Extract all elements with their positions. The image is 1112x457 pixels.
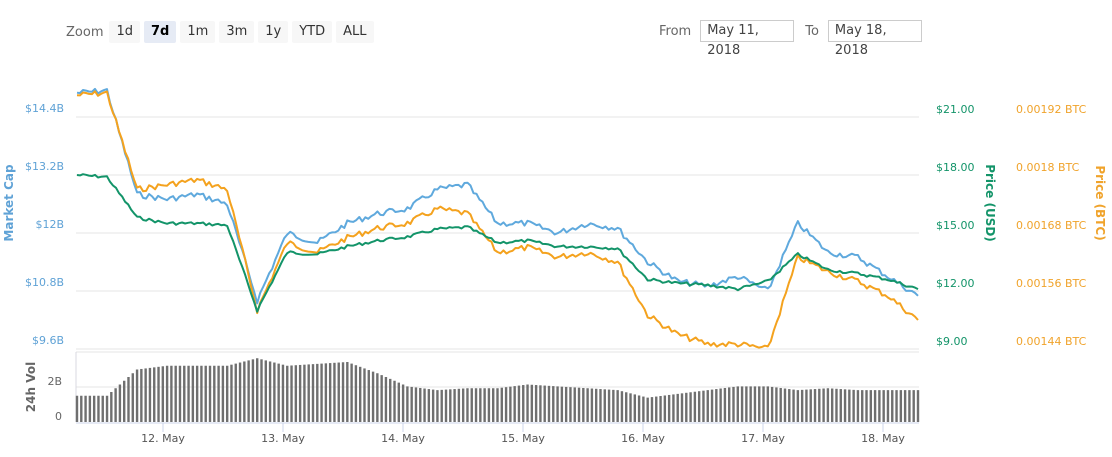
- gridlines: [75, 116, 919, 424]
- market-cap-tick: $9.6B: [32, 334, 64, 347]
- btc-tick: 0.00192 BTC: [1016, 103, 1087, 116]
- usd-tick: $12.00: [936, 277, 975, 290]
- volume-axis-title: 24h Vol: [24, 362, 38, 412]
- zoom-all-button[interactable]: ALL: [336, 21, 374, 43]
- zoom-1m-button[interactable]: 1m: [180, 21, 216, 43]
- usd-tick: $9.00: [936, 335, 968, 348]
- zoom-3m-button[interactable]: 3m: [219, 21, 255, 43]
- from-date-input[interactable]: May 11, 2018: [700, 20, 795, 58]
- x-tick-label: 18. May: [861, 432, 905, 445]
- from-label: From: [659, 23, 692, 39]
- price-lines: [76, 87, 919, 349]
- btc-axis-title: Price (BTC): [1093, 165, 1107, 240]
- zoom-label: Zoom: [66, 24, 104, 40]
- x-tick-label: 13. May: [261, 432, 305, 445]
- to-date-input[interactable]: May 18, 2018: [827, 20, 922, 58]
- x-tick-label: 15. May: [501, 432, 545, 445]
- usd-tick: $18.00: [936, 161, 975, 174]
- btc-tick: 0.0018 BTC: [1016, 161, 1080, 174]
- x-tick-label: 17. May: [741, 432, 785, 445]
- vol-tick: 0: [55, 410, 62, 423]
- vol-tick: 2B: [47, 375, 62, 388]
- to-label: To: [805, 23, 819, 39]
- volume-bars: [75, 358, 920, 422]
- btc-tick: 0.00168 BTC: [1016, 219, 1087, 232]
- btc-tick: 0.00144 BTC: [1016, 335, 1087, 348]
- x-tick-label: 14. May: [381, 432, 425, 445]
- market-cap-axis-title: Market Cap: [2, 164, 16, 242]
- market-cap-tick: $14.4B: [25, 102, 64, 115]
- zoom-1d-button[interactable]: 1d: [109, 21, 141, 43]
- usd-axis-title: Price (USD): [983, 164, 997, 242]
- x-tick-label: 16. May: [621, 432, 665, 445]
- zoom-toolbar: Zoom 1d 7d 1m 3m 1y YTD ALL: [66, 20, 378, 44]
- market-cap-tick: $13.2B: [25, 160, 64, 173]
- usd-tick: $15.00: [936, 219, 975, 232]
- zoom-1y-button[interactable]: 1y: [258, 21, 289, 43]
- date-range: From May 11, 2018 To May 18, 2018: [659, 20, 933, 58]
- axes: $14.4B $13.2B $12B $10.8B $9.6B $21.00 $18.00 $…: [2, 102, 1107, 445]
- x-tick-label: 12. May: [141, 432, 185, 445]
- usd-tick: $21.00: [936, 103, 975, 116]
- market-cap-tick: $10.8B: [25, 276, 64, 289]
- btc-tick: 0.00156 BTC: [1016, 277, 1087, 290]
- market-cap-tick: $12B: [35, 218, 64, 231]
- zoom-7d-button[interactable]: 7d: [144, 21, 177, 43]
- zoom-ytd-button[interactable]: YTD: [292, 21, 333, 43]
